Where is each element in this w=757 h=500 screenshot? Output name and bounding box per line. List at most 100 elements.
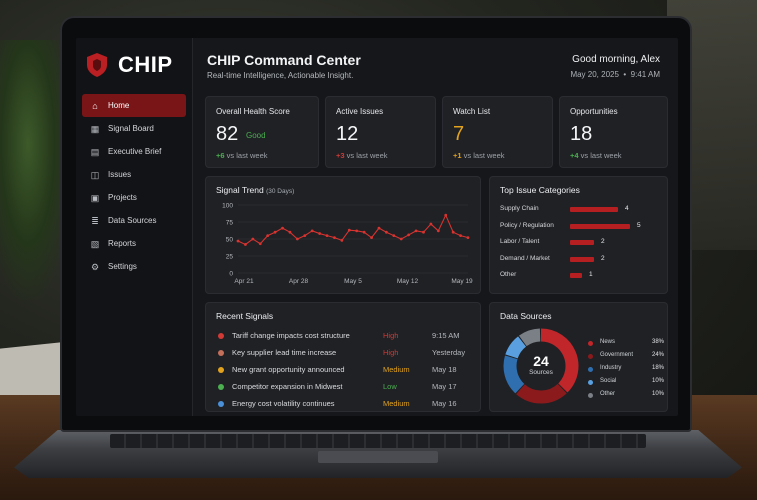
issue-category-row[interactable]: Policy / Regulation 5 <box>500 222 670 232</box>
trend-data-point[interactable] <box>266 234 270 237</box>
recent-signals-card[interactable]: Recent Signals Tariff change impacts cos… <box>205 302 481 412</box>
signal-trend-card[interactable]: Signal Trend (30 Days) 100 75 50 25 0 Apr 21 A… <box>205 176 481 294</box>
issue-category-bar <box>570 256 594 262</box>
y-tick-label: 0 <box>229 271 233 278</box>
trend-data-point[interactable] <box>451 230 455 234</box>
donut-slice-government[interactable] <box>516 383 567 404</box>
signal-time: May 17 <box>432 382 457 391</box>
trend-data-point[interactable] <box>392 234 396 237</box>
sidebar-item-projects[interactable]: ▣ Projects <box>82 186 186 209</box>
kpi-card-health[interactable]: Overall Health Score 82 Good +6 vs last … <box>205 96 319 168</box>
issue-category-row[interactable]: Other 1 <box>500 271 670 281</box>
legend-percent: 24% <box>651 352 664 358</box>
donut-center: 24 Sources <box>496 353 586 376</box>
trend-data-point[interactable] <box>251 237 255 241</box>
legend-percent: 10% <box>651 391 664 397</box>
trend-data-point[interactable] <box>436 229 440 233</box>
trend-data-point[interactable] <box>244 243 247 246</box>
issue-category-label: Supply Chain <box>500 205 539 212</box>
kpi-label: Opportunities <box>570 107 618 116</box>
signal-text: Key supplier lead time increase <box>232 348 337 357</box>
sidebar-item-label: Signal Board <box>108 124 154 133</box>
issue-category-row[interactable]: Supply Chain 4 <box>500 205 670 215</box>
issue-category-bar <box>570 240 594 245</box>
issue-category-row[interactable]: Demand / Market 2 <box>500 255 670 265</box>
trend-data-point[interactable] <box>370 236 373 240</box>
page-title: CHIP Command Center <box>207 52 361 68</box>
chart-title: Signal Trend <box>216 185 264 195</box>
trend-data-point[interactable] <box>333 236 336 240</box>
signal-row[interactable]: Key supplier lead time increase High Yeste… <box>218 348 480 360</box>
trend-data-point[interactable] <box>384 230 388 234</box>
sidebar-item-reports[interactable]: ▧ Reports <box>82 232 186 255</box>
x-tick-label: May 19 <box>451 278 473 285</box>
main-content: CHIP Command Center Real-time Intelligen… <box>193 38 678 416</box>
kpi-card-active-issues[interactable]: Active Issues 12 +3 vs last week <box>325 96 436 168</box>
donut-total-label: Sources <box>529 369 553 376</box>
trend-data-point[interactable] <box>377 226 381 230</box>
trend-data-point[interactable] <box>303 234 307 237</box>
trend-data-point[interactable] <box>362 230 366 234</box>
donut-slice-industry[interactable] <box>503 355 525 394</box>
trend-data-point[interactable] <box>236 239 240 243</box>
trend-data-point[interactable] <box>318 232 322 235</box>
y-tick-label: 100 <box>222 203 233 210</box>
donut-slice-news[interactable] <box>540 328 579 393</box>
sidebar-item-signal-board[interactable]: ▦ Signal Board <box>82 117 186 140</box>
trend-data-point[interactable] <box>459 234 462 237</box>
donut-slice-social[interactable] <box>505 336 527 359</box>
kpi-delta: +6 vs last week <box>216 151 268 160</box>
trend-data-point[interactable] <box>407 233 411 237</box>
y-tick-label: 50 <box>226 237 234 244</box>
legend-dot-icon <box>588 380 593 385</box>
sidebar-item-executive-brief[interactable]: ▤ Executive Brief <box>82 140 186 163</box>
trend-data-point[interactable] <box>273 230 277 234</box>
top-issues-card[interactable]: Top Issue Categories Supply Chain 4 Policy… <box>489 176 668 294</box>
signal-text: Energy cost volatility continues <box>232 399 335 408</box>
trend-data-point[interactable] <box>466 236 470 240</box>
sidebar-item-home[interactable]: ⌂ Home <box>82 94 186 117</box>
signal-severity: High <box>383 331 399 340</box>
source-legend-row: News 38% <box>588 339 664 348</box>
signal-row[interactable]: Competitor expansion in Midwest Low May 17 <box>218 382 480 394</box>
kpi-delta-text: vs last week <box>346 151 388 160</box>
sidebar-item-label: Projects <box>108 193 137 202</box>
trend-data-point[interactable] <box>325 234 329 237</box>
signal-dot-icon <box>218 333 224 339</box>
trend-data-point[interactable] <box>258 242 262 246</box>
trend-data-point[interactable] <box>288 230 292 234</box>
signal-row[interactable]: New grant opportunity announced Medium May… <box>218 365 480 377</box>
trend-data-point[interactable] <box>414 229 418 233</box>
kpi-card-opportunities[interactable]: Opportunities 18 +4 vs last week <box>559 96 668 168</box>
issue-category-row[interactable]: Labor / Talent 2 <box>500 238 670 248</box>
brand-logo[interactable]: CHIP <box>86 52 173 78</box>
trend-data-point[interactable] <box>347 228 351 232</box>
kpi-delta-value: +6 <box>216 151 225 160</box>
trend-data-point[interactable] <box>355 229 359 233</box>
signal-row[interactable]: Energy cost volatility continues Medium Ma… <box>218 399 480 411</box>
sidebar-item-label: Home <box>108 101 130 110</box>
kpi-label: Active Issues <box>336 107 384 116</box>
trend-data-point[interactable] <box>422 230 425 234</box>
trend-data-point[interactable] <box>444 213 448 217</box>
signal-dot-icon <box>218 367 224 373</box>
trend-data-point[interactable] <box>340 238 344 242</box>
projects-icon: ▣ <box>90 192 100 203</box>
sidebar-item-data-sources[interactable]: ≣ Data Sources <box>82 209 186 232</box>
trend-data-point[interactable] <box>310 229 314 233</box>
sidebar-item-issues[interactable]: ◫ Issues <box>82 163 186 186</box>
signal-row[interactable]: Tariff change impacts cost structure High… <box>218 331 480 343</box>
signal-severity: Medium <box>383 399 410 408</box>
sidebar-item-settings[interactable]: ⚙ Settings <box>82 255 186 278</box>
trend-data-point[interactable] <box>281 226 284 230</box>
trend-data-point[interactable] <box>429 222 433 226</box>
data-sources-card[interactable]: Data Sources 24 Sources News 38% Governmen… <box>489 302 668 412</box>
sidebar-item-label: Executive Brief <box>108 147 162 156</box>
x-tick-label: May 5 <box>344 278 362 285</box>
trend-data-point[interactable] <box>399 237 403 241</box>
signal-severity: Low <box>383 382 397 391</box>
trend-data-point[interactable] <box>295 237 299 241</box>
donut-slice-other[interactable] <box>518 328 541 347</box>
laptop-screen: CHIP ⌂ Home ▦ Signal Board ▤ Executive Brief ◫… <box>76 38 678 416</box>
kpi-card-watch-list[interactable]: Watch List 7 +1 vs last week <box>442 96 553 168</box>
